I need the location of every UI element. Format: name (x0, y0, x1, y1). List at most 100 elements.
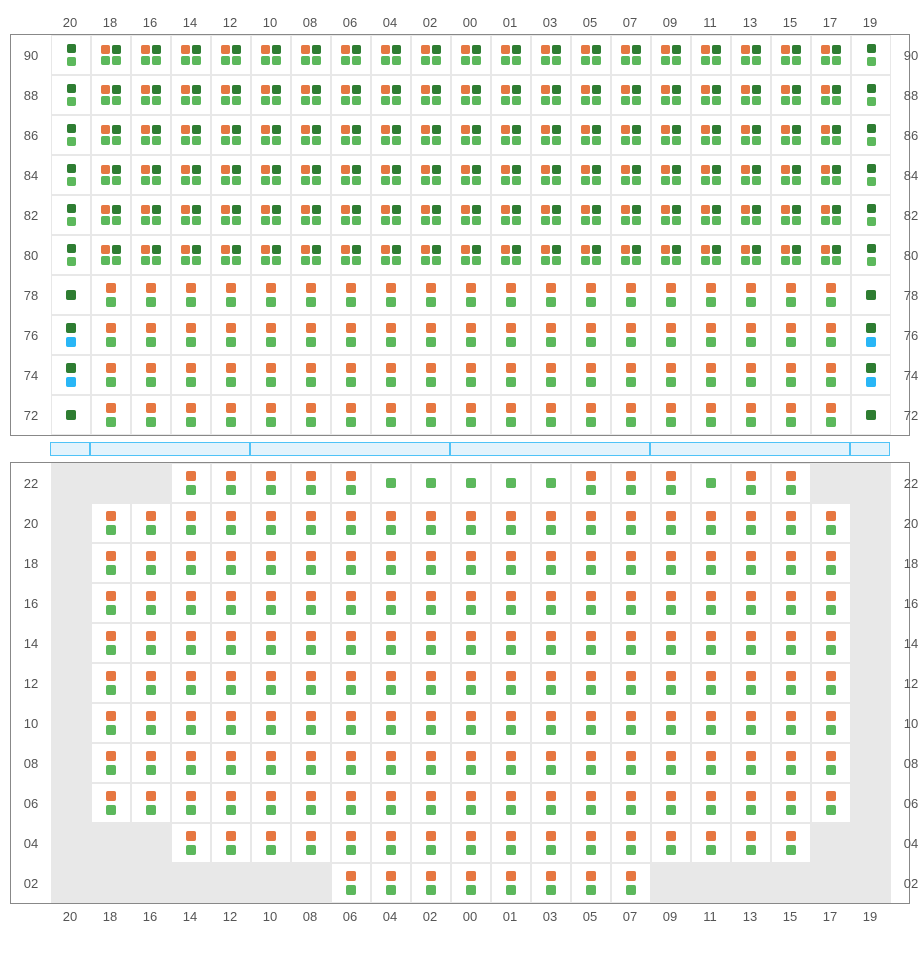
seat[interactable] (506, 631, 516, 641)
seat[interactable] (712, 136, 721, 145)
seat[interactable] (301, 136, 310, 145)
seat[interactable] (666, 297, 676, 307)
seat[interactable] (186, 845, 196, 855)
seat[interactable] (106, 511, 116, 521)
seat[interactable] (752, 165, 761, 174)
seat[interactable] (346, 363, 356, 373)
seat[interactable] (466, 323, 476, 333)
seat[interactable] (392, 136, 401, 145)
seat[interactable] (581, 165, 590, 174)
seat[interactable] (792, 136, 801, 145)
seat[interactable] (312, 245, 321, 254)
seat[interactable] (272, 176, 281, 185)
seat[interactable] (226, 403, 236, 413)
seat[interactable] (666, 591, 676, 601)
seat[interactable] (67, 57, 76, 66)
seat[interactable] (832, 56, 841, 65)
seat[interactable] (186, 631, 196, 641)
seat[interactable] (586, 417, 596, 427)
seat[interactable] (226, 471, 236, 481)
seat[interactable] (866, 377, 876, 387)
seat[interactable] (392, 256, 401, 265)
seat[interactable] (181, 96, 190, 105)
seat[interactable] (152, 96, 161, 105)
seat[interactable] (821, 256, 830, 265)
seat[interactable] (461, 85, 470, 94)
seat[interactable] (266, 605, 276, 615)
seat[interactable] (346, 591, 356, 601)
seat[interactable] (666, 565, 676, 575)
seat[interactable] (661, 256, 670, 265)
seat[interactable] (181, 85, 190, 94)
seat[interactable] (626, 363, 636, 373)
seat[interactable] (586, 605, 596, 615)
seat[interactable] (867, 177, 876, 186)
seat[interactable] (626, 605, 636, 615)
seat[interactable] (786, 831, 796, 841)
seat[interactable] (666, 725, 676, 735)
seat[interactable] (186, 805, 196, 815)
seat[interactable] (541, 45, 550, 54)
seat[interactable] (181, 256, 190, 265)
seat[interactable] (352, 85, 361, 94)
seat[interactable] (346, 751, 356, 761)
seat[interactable] (786, 511, 796, 521)
seat[interactable] (426, 337, 436, 347)
seat[interactable] (432, 56, 441, 65)
seat[interactable] (512, 205, 521, 214)
seat[interactable] (506, 685, 516, 695)
seat[interactable] (346, 605, 356, 615)
seat[interactable] (661, 45, 670, 54)
seat[interactable] (626, 283, 636, 293)
seat[interactable] (346, 417, 356, 427)
seat[interactable] (226, 751, 236, 761)
seat[interactable] (666, 805, 676, 815)
seat[interactable] (67, 177, 76, 186)
seat[interactable] (352, 165, 361, 174)
seat[interactable] (67, 84, 76, 93)
seat[interactable] (632, 136, 641, 145)
seat[interactable] (586, 725, 596, 735)
seat[interactable] (546, 377, 556, 387)
seat[interactable] (512, 216, 521, 225)
seat[interactable] (786, 283, 796, 293)
seat[interactable] (546, 283, 556, 293)
seat[interactable] (192, 85, 201, 94)
seat[interactable] (672, 216, 681, 225)
seat[interactable] (386, 377, 396, 387)
seat[interactable] (672, 245, 681, 254)
seat[interactable] (626, 885, 636, 895)
seat[interactable] (381, 136, 390, 145)
seat[interactable] (352, 256, 361, 265)
seat[interactable] (786, 565, 796, 575)
seat[interactable] (632, 256, 641, 265)
seat[interactable] (386, 845, 396, 855)
seat[interactable] (701, 256, 710, 265)
seat[interactable] (701, 136, 710, 145)
seat[interactable] (792, 205, 801, 214)
seat[interactable] (741, 136, 750, 145)
seat[interactable] (306, 485, 316, 495)
seat[interactable] (746, 751, 756, 761)
seat[interactable] (146, 605, 156, 615)
seat[interactable] (786, 377, 796, 387)
seat[interactable] (746, 671, 756, 681)
seat[interactable] (592, 256, 601, 265)
seat[interactable] (746, 485, 756, 495)
seat[interactable] (792, 176, 801, 185)
seat[interactable] (101, 205, 110, 214)
seat[interactable] (386, 283, 396, 293)
seat[interactable] (386, 551, 396, 561)
seat[interactable] (266, 297, 276, 307)
seat[interactable] (152, 245, 161, 254)
seat[interactable] (821, 245, 830, 254)
seat[interactable] (346, 297, 356, 307)
seat[interactable] (746, 283, 756, 293)
seat[interactable] (381, 96, 390, 105)
seat[interactable] (666, 671, 676, 681)
seat[interactable] (706, 845, 716, 855)
seat[interactable] (546, 417, 556, 427)
seat[interactable] (826, 417, 836, 427)
seat[interactable] (66, 410, 76, 420)
seat[interactable] (426, 725, 436, 735)
